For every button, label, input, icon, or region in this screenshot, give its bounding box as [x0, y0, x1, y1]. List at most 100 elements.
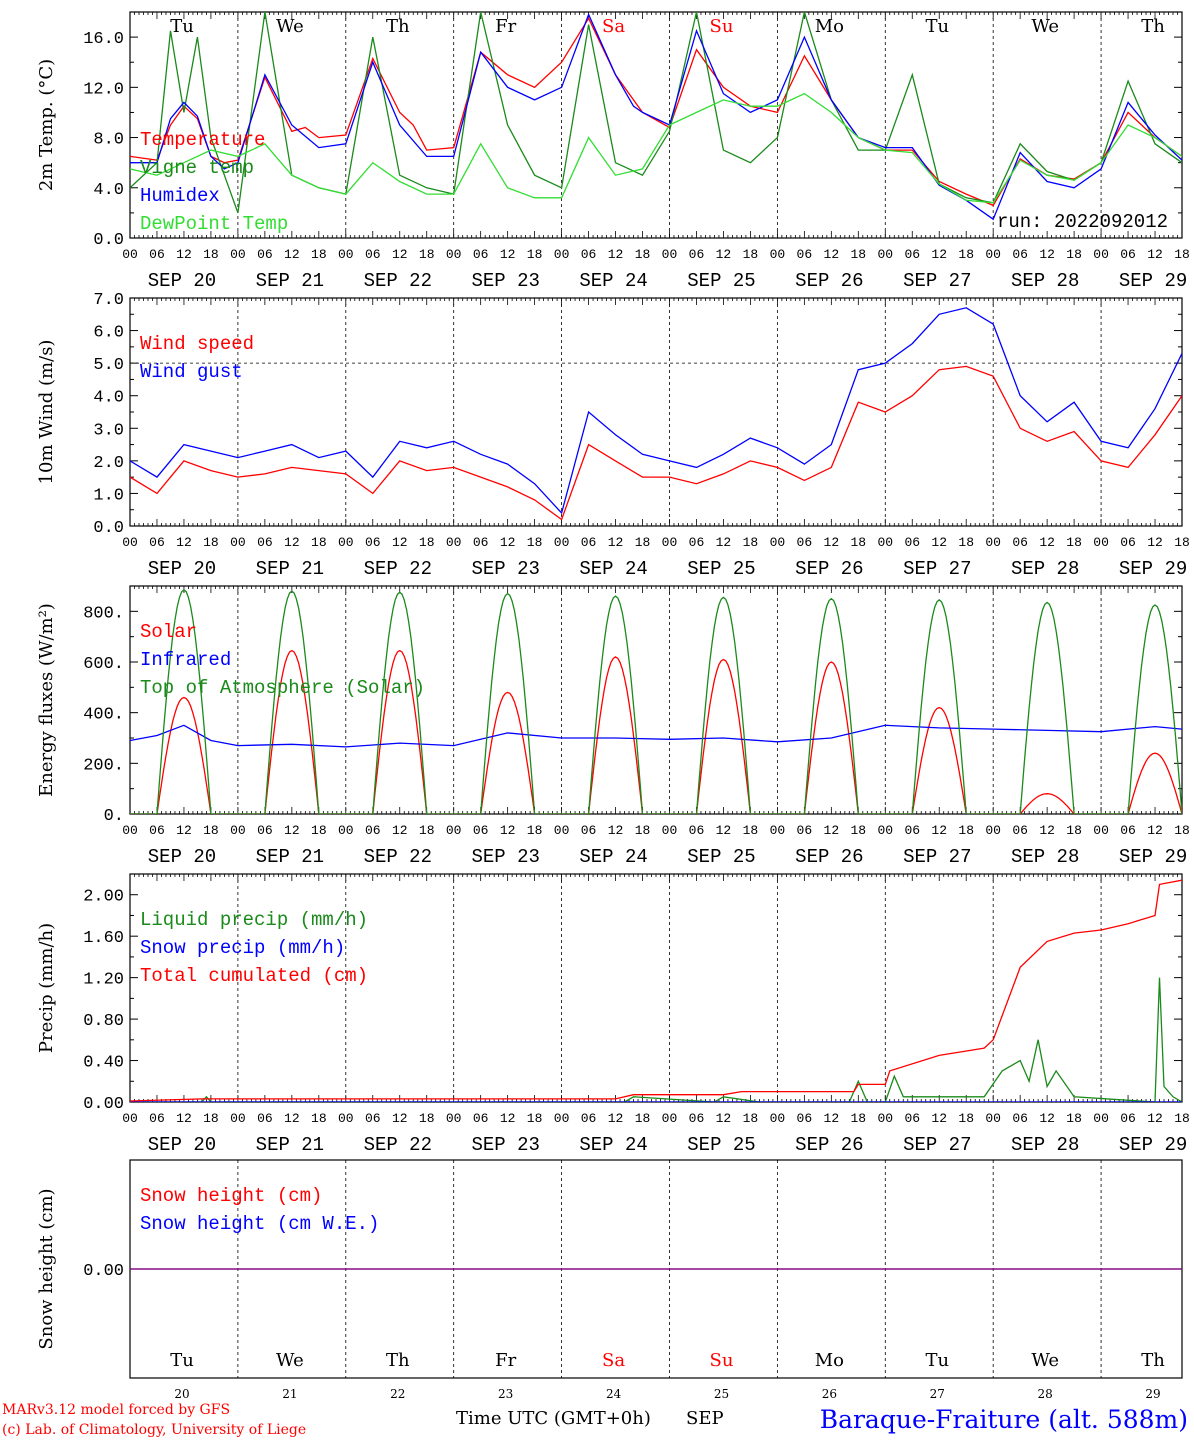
- date-label: SEP 25: [687, 846, 755, 868]
- hour-tick-label: 18: [743, 247, 759, 262]
- date-label: SEP 22: [364, 1134, 432, 1156]
- series-line-vigne-temp: [130, 12, 1182, 214]
- hour-tick-label: 06: [689, 823, 705, 838]
- hour-tick-label: 00: [770, 1111, 786, 1126]
- hour-tick-label: 18: [1174, 535, 1190, 550]
- series-line-humidex: [130, 12, 1182, 221]
- y-tick-label: 7.0: [93, 291, 124, 310]
- hour-tick-label: 06: [257, 247, 273, 262]
- hour-tick-label: 00: [446, 823, 462, 838]
- date-label: SEP 28: [1011, 1134, 1079, 1156]
- y-axis-label: Precip (mm/h): [36, 923, 57, 1053]
- hour-tick-label: 06: [1120, 823, 1136, 838]
- date-label: SEP 24: [579, 846, 647, 868]
- weekday-label: Th: [386, 16, 410, 37]
- hour-tick-label: 12: [931, 823, 947, 838]
- day-number-label: 21: [282, 1387, 297, 1401]
- hour-tick-label: 00: [770, 535, 786, 550]
- hour-tick-label: 00: [985, 247, 1001, 262]
- month-label: SEP: [686, 1408, 724, 1429]
- panel-frame: [129, 585, 1183, 815]
- hour-tick-label: 12: [716, 823, 732, 838]
- y-tick-label: 1.0: [93, 486, 124, 505]
- credit-line-2: (c) Lab. of Climatology, University of L…: [2, 1422, 306, 1438]
- legend-entry: Vigne temp: [140, 157, 254, 179]
- hour-tick-label: 00: [662, 247, 678, 262]
- hour-tick-label: 12: [176, 535, 192, 550]
- y-tick-label: 2.00: [83, 888, 124, 907]
- date-label: SEP 21: [256, 558, 324, 580]
- hour-tick-label: 12: [931, 535, 947, 550]
- hour-tick-label: 12: [716, 535, 732, 550]
- hour-tick-label: 12: [1147, 535, 1163, 550]
- y-tick-label: 0.0: [93, 519, 124, 538]
- y-axis-label: 10m Wind (m/s): [36, 340, 57, 485]
- hour-tick-label: 00: [662, 823, 678, 838]
- hour-tick-label: 18: [635, 1111, 651, 1126]
- day-number-label: 23: [498, 1387, 513, 1401]
- time-axis-label: Time UTC (GMT+0h): [456, 1408, 651, 1429]
- date-label: SEP 25: [687, 558, 755, 580]
- date-label: SEP 29: [1119, 558, 1187, 580]
- series-line-temperature: [130, 16, 1182, 207]
- legend-entry: Temperature: [140, 129, 265, 151]
- weekday-label: Su: [710, 1350, 734, 1371]
- hour-tick-label: 00: [554, 535, 570, 550]
- hour-tick-label: 18: [311, 823, 327, 838]
- hour-tick-label: 18: [419, 823, 435, 838]
- y-tick-label: 6.0: [93, 324, 124, 343]
- hour-tick-label: 06: [904, 247, 920, 262]
- date-label: SEP 26: [795, 1134, 863, 1156]
- hour-tick-label: 18: [203, 823, 219, 838]
- hour-tick-label: 12: [392, 823, 408, 838]
- date-label: SEP 20: [148, 270, 216, 292]
- day-number-label: 25: [714, 1387, 729, 1401]
- hour-tick-label: 18: [851, 1111, 867, 1126]
- y-tick-label: 400.: [83, 706, 124, 725]
- hour-tick-label: 06: [257, 823, 273, 838]
- panel-2: 0.0 1.0 2.0 3.0 4.0 5.0 6.0 7.0 10m Wind (m/s) 00…: [36, 291, 1190, 580]
- hour-tick-label: 12: [392, 247, 408, 262]
- hour-tick-label: 12: [608, 535, 624, 550]
- weekday-label: Th: [1141, 16, 1165, 37]
- hour-tick-label: 12: [392, 1111, 408, 1126]
- hour-tick-label: 18: [1174, 1111, 1190, 1126]
- legend-entry: Infrared: [140, 649, 231, 671]
- hour-tick-label: 12: [824, 535, 840, 550]
- hour-tick-label: 12: [824, 247, 840, 262]
- date-label: SEP 23: [471, 1134, 539, 1156]
- date-label: SEP 21: [256, 846, 324, 868]
- hour-tick-label: 12: [716, 1111, 732, 1126]
- date-label: SEP 23: [471, 846, 539, 868]
- series-line-solar: [130, 649, 1182, 814]
- y-tick-label: 0.00: [83, 1262, 124, 1281]
- date-label: SEP 28: [1011, 846, 1079, 868]
- hour-tick-label: 00: [554, 823, 570, 838]
- hour-tick-label: 12: [284, 535, 300, 550]
- y-axis-label: Energy fluxes (W/m²): [36, 603, 57, 797]
- weekday-label: Th: [1141, 1350, 1165, 1371]
- hour-tick-label: 18: [527, 1111, 543, 1126]
- panels: 0.0 4.0 8.0 12.0 16.0 2m Temp. (°C) 00 06 12 18 SE…: [36, 11, 1190, 1401]
- hour-tick-label: 06: [365, 535, 381, 550]
- hour-tick-label: 00: [662, 535, 678, 550]
- date-label: SEP 22: [364, 558, 432, 580]
- date-label: SEP 27: [903, 558, 971, 580]
- hour-tick-label: 06: [149, 1111, 165, 1126]
- hour-tick-label: 06: [473, 823, 489, 838]
- hour-tick-label: 06: [581, 247, 597, 262]
- hour-tick-label: 00: [446, 1111, 462, 1126]
- legend-entry: Humidex: [140, 185, 220, 207]
- series-line-total-cumulated-cm-: [130, 879, 1182, 1102]
- hour-tick-label: 18: [1066, 535, 1082, 550]
- date-label: SEP 21: [256, 270, 324, 292]
- y-tick-label: 0.00: [83, 1095, 124, 1114]
- weekday-label: Mo: [815, 16, 844, 37]
- hour-tick-label: 12: [1147, 1111, 1163, 1126]
- y-tick-label: 0.: [104, 807, 124, 826]
- hour-tick-label: 00: [230, 1111, 246, 1126]
- date-label: SEP 29: [1119, 270, 1187, 292]
- hour-tick-label: 12: [500, 535, 516, 550]
- legend-entry: Total cumulated (cm): [140, 965, 368, 987]
- legend-entry: Solar: [140, 621, 197, 643]
